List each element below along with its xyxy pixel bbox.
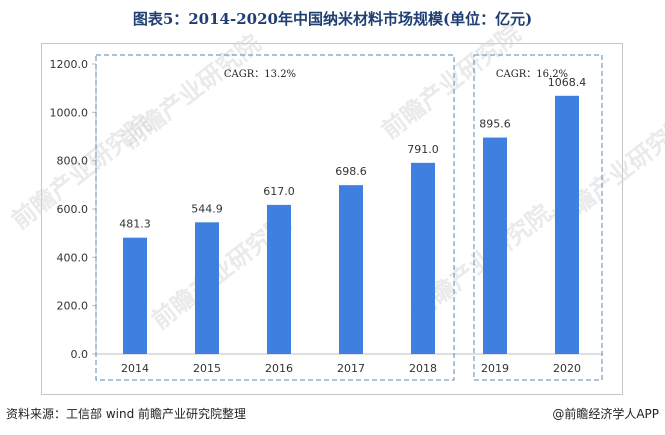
y-tick-label: 1200.0 <box>50 58 89 71</box>
cagr-label: CAGR：16.2% <box>496 69 568 80</box>
chart-frame <box>41 43 623 395</box>
y-tick-label: 400.0 <box>57 251 89 264</box>
y-tick-label: 200.0 <box>57 300 89 313</box>
bar-2020 <box>555 95 579 354</box>
x-tick-label: 2019 <box>481 362 509 375</box>
cagr-group-box <box>473 54 603 381</box>
value-label: 1068.4 <box>548 76 587 89</box>
bar-2015 <box>195 222 219 354</box>
bar-2019 <box>483 137 507 354</box>
x-tick-label: 2020 <box>553 362 581 375</box>
source-note: 资料来源：工信部 wind 前瞻产业研究院整理 <box>6 407 247 421</box>
x-tick-label: 2018 <box>409 362 437 375</box>
value-label: 617.0 <box>263 185 295 198</box>
y-tick-label: 1000.0 <box>50 106 89 119</box>
x-tick-label: 2016 <box>265 362 293 375</box>
y-tick-label: 0.0 <box>71 348 89 361</box>
x-tick-label: 2014 <box>121 362 149 375</box>
bar-2018 <box>411 162 435 354</box>
y-tick-label: 600.0 <box>57 203 89 216</box>
bar-2016 <box>267 204 291 354</box>
cagr-label: CAGR：13.2% <box>224 69 296 80</box>
value-label: 481.3 <box>119 218 151 231</box>
chart-title: 图表5：2014-2020年中国纳米材料市场规模(单位：亿元) <box>132 10 533 28</box>
cagr-group-box <box>95 54 455 381</box>
value-label: 895.6 <box>479 118 511 131</box>
x-tick-label: 2015 <box>193 362 221 375</box>
value-label: 791.0 <box>407 143 439 156</box>
x-tick-label: 2017 <box>337 362 365 375</box>
brand-credit: @前瞻经济学人APP <box>552 407 659 421</box>
y-tick-label: 800.0 <box>57 155 89 168</box>
bar-2014 <box>123 237 147 354</box>
value-label: 698.6 <box>335 165 367 178</box>
bar-2017 <box>339 185 363 354</box>
value-label: 544.9 <box>191 202 223 215</box>
